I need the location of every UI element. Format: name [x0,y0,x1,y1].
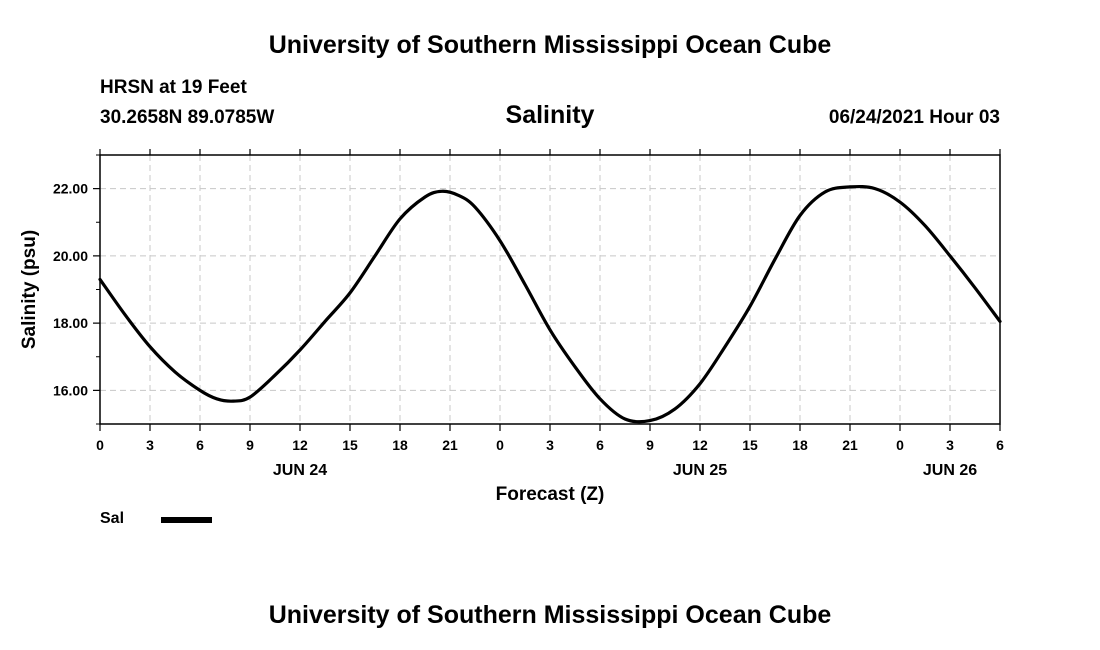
x-tick-label: 6 [596,437,604,453]
series-layer [98,184,1002,424]
x-tick-label: 18 [792,437,808,453]
station-label: HRSN at 19 Feet [100,77,247,98]
day-label: JUN 26 [923,462,977,479]
footer-title: University of Southern Mississippi Ocean… [268,601,832,629]
x-tick-label: 21 [442,437,458,453]
chart-title: Salinity [505,101,595,129]
x-tick-label: 0 [896,437,904,453]
x-tick-label: 12 [292,437,308,453]
day-label: JUN 25 [673,462,727,479]
grid [100,155,1000,424]
page-title: University of Southern Mississippi Ocean… [268,31,832,59]
x-tick-label: 3 [546,437,554,453]
x-tick-label: 15 [342,437,358,453]
x-tick-label: 12 [692,437,708,453]
legend-line-swatch [161,517,212,523]
x-tick-label: 6 [196,437,204,453]
x-tick-label: 9 [646,437,654,453]
x-axis-title: Forecast (Z) [496,484,605,505]
y-axis-title: Salinity (psu) [19,230,40,349]
x-tick-label: 15 [742,437,758,453]
station-coordinates: 30.2658N 89.0785W [100,107,275,128]
x-tick-label: 21 [842,437,858,453]
legend-label: Sal [100,510,125,527]
x-tick-label: 0 [96,437,104,453]
x-tick-label: 9 [246,437,254,453]
x-tick-label: 3 [946,437,954,453]
y-tick-label: 18.00 [53,315,88,331]
y-tick-label: 16.00 [53,382,88,398]
y-tick-label: 20.00 [53,248,88,264]
x-tick-label: 3 [146,437,154,453]
forecast-datetime: 06/24/2021 Hour 03 [828,107,1000,128]
series-line-sal [98,184,1002,424]
x-tick-label: 0 [496,437,504,453]
x-tick-label: 6 [996,437,1004,453]
plot-frame [99,154,1001,425]
axes: 0 3 6 9 12 15 18 21 0 3 6 9 12 15 18 21 0 3 6 16.00 18.00 20.… [53,149,1004,479]
day-label: JUN 24 [273,462,327,479]
y-tick-label: 22.00 [53,181,88,197]
x-tick-label: 18 [392,437,408,453]
